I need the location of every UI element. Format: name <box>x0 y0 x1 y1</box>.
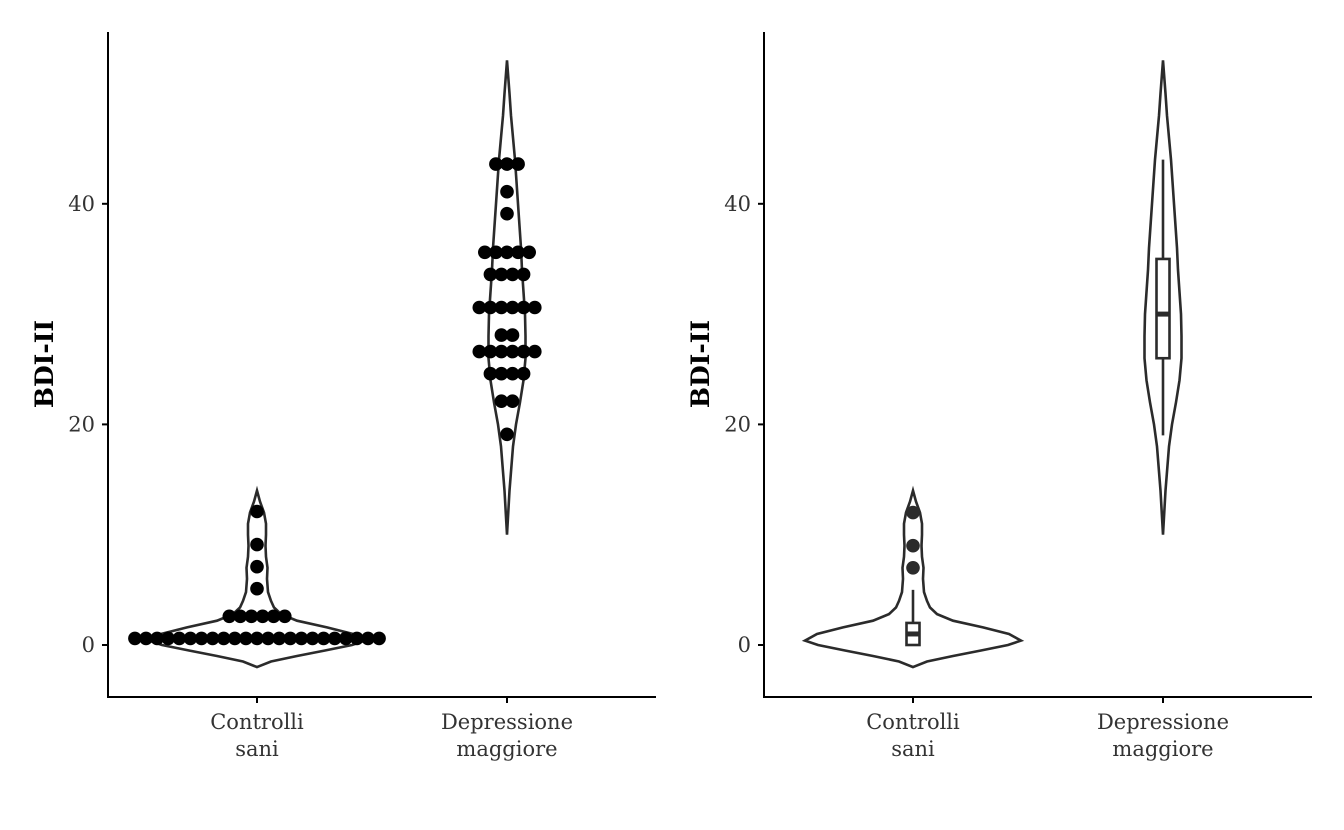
data-dot <box>316 631 331 646</box>
data-dot <box>489 157 503 171</box>
data-dot <box>205 631 220 646</box>
data-dot <box>266 609 281 624</box>
box-outlier-point <box>906 561 920 575</box>
y-tick-label: 0 <box>82 633 95 657</box>
data-dot <box>522 245 536 260</box>
data-dot <box>216 631 231 646</box>
data-dot <box>528 344 542 359</box>
box-iqr <box>1155 257 1171 360</box>
data-dot <box>494 300 509 315</box>
left-panel-violin-dotplot: 0 20 40 BDI-II Controlli sani Depressione maggi… <box>30 32 656 761</box>
x-tick-label: maggiore <box>1112 737 1213 761</box>
violin-outline <box>145 485 369 669</box>
data-dot <box>261 631 275 646</box>
x-tick-label: Controlli <box>866 710 960 734</box>
data-dot <box>222 609 237 624</box>
y-tick-label: 0 <box>738 633 751 657</box>
x-tick-label: Depressione <box>1097 710 1229 734</box>
data-dot <box>500 157 514 171</box>
violin-outline <box>1143 60 1183 535</box>
data-dot <box>494 394 509 409</box>
data-dot <box>472 344 487 359</box>
data-dot <box>483 366 498 381</box>
data-dot <box>500 427 514 442</box>
data-dot <box>494 328 509 342</box>
data-dot <box>372 631 386 646</box>
data-dot <box>228 631 242 646</box>
data-dot <box>511 245 525 260</box>
data-dot <box>294 631 309 646</box>
data-dot <box>483 344 498 359</box>
data-dot <box>244 609 259 624</box>
data-dot <box>483 267 498 282</box>
data-dot <box>505 267 520 282</box>
right-panel-violin-boxplot: 0 20 40 BDI-II Controlli sani Depressione maggi… <box>686 32 1312 761</box>
data-dot <box>283 631 298 646</box>
y-axis-title: BDI-II <box>686 320 715 408</box>
data-dot <box>500 184 514 199</box>
data-dot <box>483 300 498 315</box>
data-dot <box>150 631 164 646</box>
data-dot <box>361 631 375 646</box>
data-dot <box>250 559 264 574</box>
data-dot <box>350 631 364 646</box>
data-dot <box>250 581 264 596</box>
data-dot <box>305 631 320 646</box>
data-dot <box>478 245 492 260</box>
x-tick-label: Depressione <box>441 710 573 734</box>
data-dot <box>505 344 520 359</box>
data-dot <box>327 631 342 646</box>
violin-outline <box>801 485 1025 669</box>
data-dot <box>239 631 253 646</box>
data-dot <box>250 631 264 646</box>
data-dot <box>494 344 509 359</box>
data-dot <box>494 267 509 282</box>
violin-outline <box>487 60 527 535</box>
data-dot <box>494 366 509 381</box>
data-dot <box>128 631 142 646</box>
data-dot <box>272 631 287 646</box>
data-dot <box>278 609 292 624</box>
data-dot <box>505 366 520 381</box>
data-dot <box>194 631 209 646</box>
data-dot <box>505 328 520 342</box>
data-dot <box>516 344 531 359</box>
x-tick-label: sani <box>235 737 279 761</box>
data-dot <box>172 631 187 646</box>
data-dot <box>500 206 514 221</box>
data-dot <box>528 300 542 315</box>
x-tick-label: maggiore <box>456 737 557 761</box>
data-dot <box>505 394 520 409</box>
data-dot <box>516 366 531 381</box>
data-dot <box>511 157 525 171</box>
box-outlier-point <box>906 505 920 520</box>
data-dot <box>255 609 270 624</box>
data-dot <box>139 631 153 646</box>
y-tick-label: 40 <box>724 192 751 216</box>
data-dot <box>161 631 175 646</box>
y-tick-label: 40 <box>68 192 95 216</box>
data-dot <box>516 267 531 282</box>
data-dot <box>505 300 520 315</box>
x-tick-label: Controlli <box>210 710 304 734</box>
data-dot <box>339 631 353 646</box>
data-dot <box>516 300 531 315</box>
data-dot <box>233 609 248 624</box>
data-dot <box>500 245 514 260</box>
box-outlier-point <box>906 538 920 553</box>
data-dot <box>489 245 503 260</box>
y-tick-label: 20 <box>68 412 95 436</box>
y-axis-title: BDI-II <box>30 320 59 408</box>
x-tick-label: sani <box>891 737 935 761</box>
data-dot <box>183 631 198 646</box>
data-dot <box>250 504 264 519</box>
y-tick-label: 20 <box>724 412 751 436</box>
data-dot <box>250 537 264 552</box>
data-dot <box>472 300 487 315</box>
